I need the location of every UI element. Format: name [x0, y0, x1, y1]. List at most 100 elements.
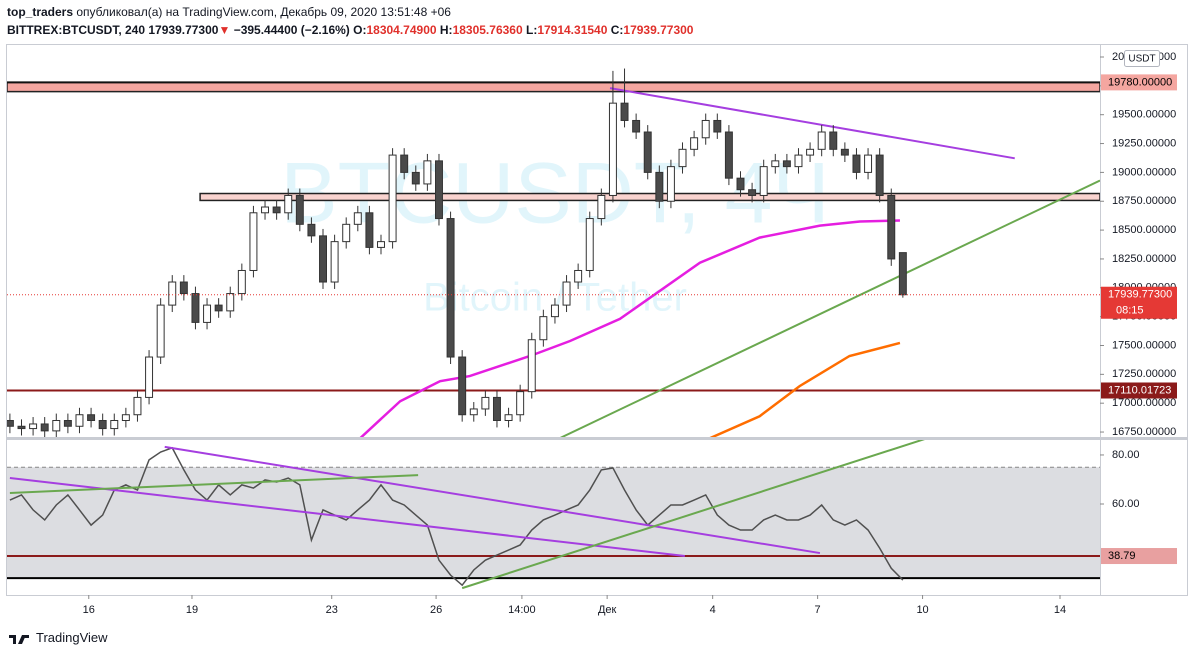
candle-body [423, 160, 432, 185]
candle-body [377, 241, 385, 248]
last-price-label: 17939.77300 [1108, 289, 1172, 301]
level-label-box [1101, 382, 1177, 399]
candle-body [400, 154, 409, 173]
candle-body [261, 206, 270, 214]
candle-body [133, 396, 142, 416]
price-zone [199, 192, 1100, 202]
candle-body [748, 189, 757, 196]
candle-body [168, 281, 177, 306]
candle-body [98, 419, 107, 430]
candle-body [63, 419, 72, 427]
candle-body [435, 160, 443, 220]
candle-body [516, 391, 525, 416]
candle-body [562, 281, 571, 306]
candle-body [852, 154, 861, 173]
ohlc-value: 17914.31540 [537, 23, 608, 37]
candle-body [226, 293, 235, 312]
candle-body [342, 223, 351, 243]
x-tick-label: 23 [326, 604, 338, 616]
x-tick-label: 14 [1054, 604, 1066, 616]
candle-body [330, 241, 339, 283]
candle-body [17, 425, 26, 430]
candle-body [237, 269, 246, 295]
candle-body [724, 131, 733, 179]
candle-body [249, 212, 258, 271]
candle-body [365, 212, 374, 248]
candle-body [504, 414, 513, 421]
candle-body [145, 356, 154, 398]
candle-body [736, 177, 745, 191]
candle-body [597, 194, 606, 220]
currency: USDT [1128, 54, 1155, 65]
last-price: 17939.77300 [148, 23, 219, 37]
candle-body [411, 171, 420, 185]
candle-body [794, 154, 803, 168]
trendline [9, 474, 419, 494]
change-arrow: ▼ [218, 23, 231, 37]
candle-body [840, 148, 849, 156]
level-label: 19780.00000 [1108, 76, 1172, 88]
level-label-box [1101, 548, 1177, 565]
candle-body [319, 235, 327, 283]
brand: TradingView [36, 630, 108, 645]
candle-body [585, 218, 594, 271]
candle-body [121, 414, 130, 421]
y-tick-label: 18250.00000 [1112, 253, 1176, 265]
candle-body [608, 102, 617, 196]
candle-body [156, 304, 165, 358]
header-line-2: BITTREX:BTCUSDT, 240 17939.77300▼ −395.4… [7, 21, 693, 39]
y-tick-label: 17000.00000 [1112, 397, 1176, 409]
countdown: 08:15 [1116, 305, 1144, 317]
header-line-1: top_traders опубликовал(а) на TradingVie… [7, 3, 693, 21]
ohlc-key: L: [525, 23, 538, 37]
candle-body [272, 206, 281, 214]
candle-body [643, 131, 652, 173]
y-tick-label: 60.00 [1112, 498, 1140, 510]
y-tick-label: 19000.00000 [1112, 166, 1176, 178]
level-label: 17110.01723 [1108, 384, 1171, 396]
candle-body [632, 119, 641, 133]
candle-body [690, 137, 699, 150]
ohlc-key: O: [353, 23, 367, 37]
rsi-band [7, 467, 1100, 579]
price-zone [7, 81, 1100, 93]
trendline [9, 477, 685, 557]
x-tick-label: 4 [710, 604, 716, 616]
series-line [9, 446, 904, 587]
candle-body [388, 154, 397, 243]
level-label: 38.79 [1108, 550, 1136, 562]
symbol: BITTREX:BTCUSDT, 240 [7, 23, 146, 37]
candle-body [898, 252, 907, 296]
ohlc-key: H: [439, 23, 453, 37]
candle-body [539, 316, 548, 341]
brand-logo [9, 634, 29, 644]
candle-body [620, 102, 629, 121]
published: опубликовал(а) на TradingView.com, Декаб… [76, 5, 451, 19]
candle-body [782, 160, 791, 168]
candle-body [527, 339, 536, 393]
candle-body [574, 269, 583, 283]
ohlc-key: C: [610, 23, 624, 37]
candle-body [203, 304, 212, 323]
candle-body [110, 419, 119, 430]
trendline [559, 179, 1100, 437]
candle-body [864, 154, 873, 173]
candle-body [284, 194, 293, 214]
candle-body [713, 119, 722, 133]
x-tick-label: 16 [83, 604, 95, 616]
candle-body [75, 414, 84, 427]
candle-body [655, 171, 664, 202]
ohlc-value: 18304.74900 [366, 23, 437, 37]
header: top_traders опубликовал(а) на TradingVie… [7, 3, 693, 39]
candle-body [829, 131, 838, 150]
candle-body [458, 356, 467, 416]
y-tick-label: 17500.00000 [1112, 339, 1176, 351]
y-tick-label: 80.00 [1112, 449, 1140, 461]
axes: 20000.0000019750.0000019500.0000019250.0… [83, 50, 1177, 616]
y-tick-label: 18500.00000 [1112, 224, 1176, 236]
candle-body [550, 304, 559, 318]
trendline [461, 440, 925, 590]
change: −395.44400 (−2.16%) [233, 23, 350, 37]
